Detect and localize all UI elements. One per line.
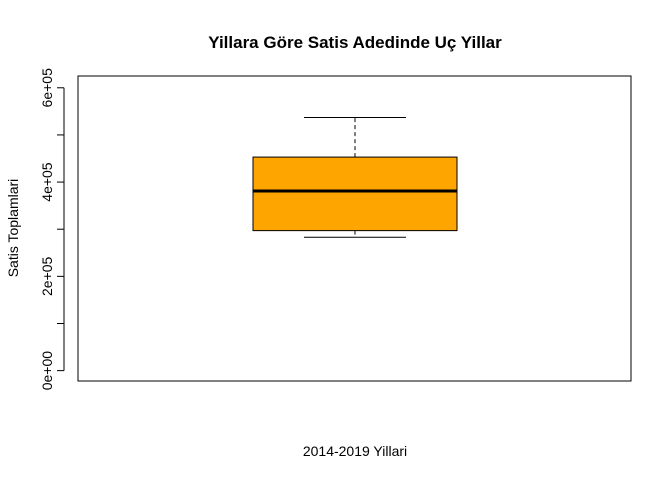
chart-title: Yillara Göre Satis Adedinde Uç Yillar	[208, 33, 502, 52]
interquartile-box	[252, 156, 458, 232]
plot-area-frame	[77, 75, 632, 382]
y-axis: 0e+00 2e+05 4e+05 6e+05	[39, 68, 65, 391]
x-axis-label: 2014-2019 Yillari	[303, 443, 407, 459]
box-group	[252, 116, 458, 238]
y-tick-label: 0e+00	[39, 351, 55, 391]
y-axis-label: Satis Toplamlari	[5, 179, 21, 278]
y-tick-label: 4e+05	[39, 162, 55, 202]
y-tick-label: 6e+05	[39, 68, 55, 108]
y-tick-label: 2e+05	[39, 256, 55, 296]
